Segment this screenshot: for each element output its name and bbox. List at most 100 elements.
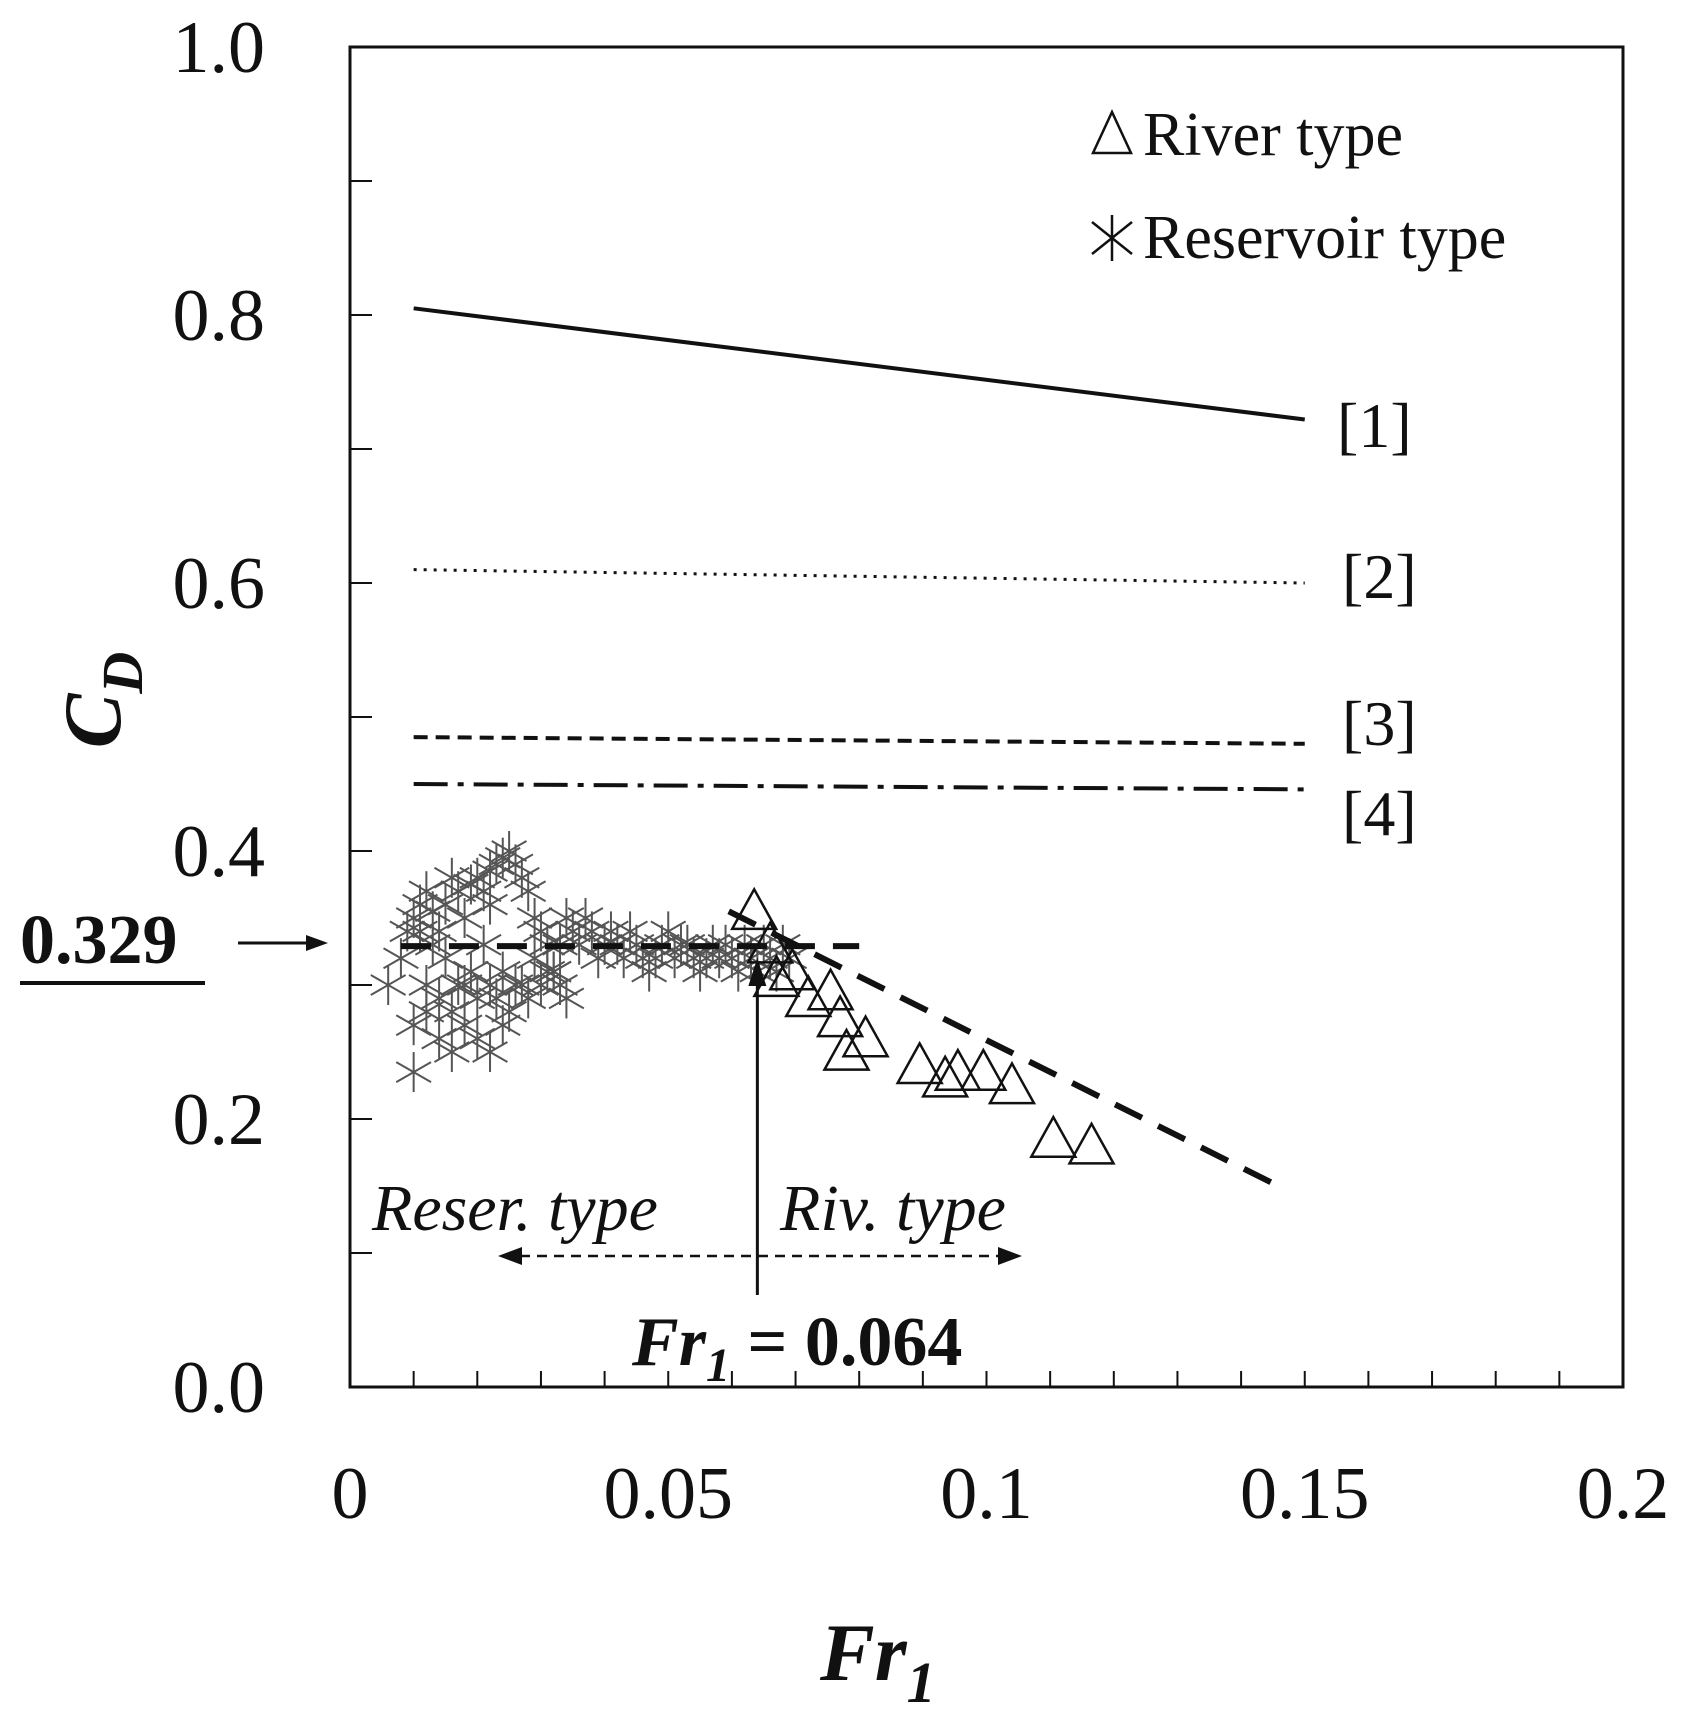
line-label-3: [3]	[1342, 688, 1417, 759]
asterisk-stroke	[548, 907, 585, 929]
asterisk-stroke	[637, 947, 674, 970]
reservoir-point	[414, 924, 451, 965]
asterisk-stroke	[478, 853, 515, 876]
reservoir-point	[497, 965, 534, 1005]
x-axis-title: Fr1	[819, 1607, 936, 1711]
line-3	[413, 735, 1305, 746]
asterisk-stroke	[516, 907, 553, 929]
river-point	[895, 1040, 944, 1085]
reservoir-point	[663, 924, 699, 965]
reservoir-point	[446, 965, 483, 1005]
reservoir-point	[523, 911, 559, 952]
reservoir-point	[535, 951, 572, 992]
reservoir-point	[421, 1018, 458, 1059]
asterisk-stroke	[631, 960, 668, 983]
reservoir-point	[433, 857, 470, 898]
reservoir-region-label: Reser. type	[371, 1172, 658, 1245]
asterisk-stroke	[523, 920, 559, 943]
asterisk-stroke	[446, 1014, 483, 1037]
reservoir-point	[446, 898, 483, 938]
reservoir-point	[523, 965, 559, 1005]
reservoir-point	[433, 991, 470, 1032]
asterisk-stroke	[516, 947, 553, 970]
asterisk-stroke	[427, 893, 464, 916]
reservoir-point	[529, 951, 566, 992]
asterisk-stroke	[542, 974, 578, 996]
river-point	[768, 947, 817, 991]
asterisk-stroke	[682, 960, 718, 983]
reservoir-point	[516, 938, 553, 979]
reservoir-point	[478, 844, 515, 885]
river-point	[1067, 1121, 1116, 1165]
asterisk-stroke	[383, 947, 419, 970]
line-2	[413, 568, 1305, 585]
fit-value-arrow	[238, 935, 328, 951]
legend: River type Reservoir type	[1091, 101, 1506, 272]
asterisk-stroke	[465, 880, 502, 903]
asterisk-stroke	[395, 907, 432, 929]
asterisk-stroke	[510, 987, 547, 1010]
y-axis-title-main: C	[47, 692, 138, 748]
asterisk-stroke	[472, 974, 508, 996]
threshold-fr: Fr	[631, 1304, 707, 1381]
asterisk-stroke	[624, 947, 661, 970]
legend-reservoir-label: Reservoir type	[1143, 204, 1506, 272]
asterisk-stroke	[650, 920, 687, 943]
line-4	[413, 782, 1305, 792]
asterisk-stroke	[573, 920, 610, 943]
reservoir-point	[656, 938, 693, 979]
fit-value-label: 0.329	[20, 902, 178, 979]
reservoir-point	[408, 965, 445, 1005]
reservoir-point	[395, 898, 432, 938]
reservoir-point	[503, 965, 540, 1005]
reservoir-point	[491, 991, 528, 1032]
river-point	[730, 886, 779, 931]
asterisk-stroke	[472, 860, 508, 882]
asterisk-stroke	[688, 947, 725, 970]
asterisk-stroke	[402, 920, 438, 943]
asterisk-stroke	[395, 1061, 432, 1083]
asterisk-stroke	[389, 920, 426, 943]
region-arrows	[498, 1247, 1022, 1265]
reservoir-point	[497, 844, 534, 885]
reservoir-point	[516, 898, 553, 938]
reservoir-point	[395, 1005, 432, 1046]
asterisk-stroke	[491, 840, 528, 862]
reservoir-point	[465, 924, 502, 965]
asterisk-stroke	[453, 960, 489, 983]
asterisk-stroke	[497, 853, 534, 876]
asterisk-stroke	[554, 920, 591, 943]
reservoir-point	[440, 965, 477, 1005]
x-tick-label: 0.15	[1240, 1453, 1370, 1535]
y-tick-label: 0.6	[173, 543, 266, 625]
reservoir-point	[472, 884, 508, 925]
y-axis-title: CD	[47, 652, 155, 749]
reservoir-point	[459, 1018, 496, 1059]
asterisk-stroke	[433, 1000, 470, 1023]
asterisk-stroke	[465, 933, 502, 956]
asterisk-stroke	[503, 866, 540, 889]
asterisk-stroke	[593, 920, 629, 943]
river-fit	[727, 908, 1275, 1187]
reservoir-point	[433, 1032, 470, 1072]
asterisk-stroke	[497, 974, 534, 996]
reservoir-point	[573, 911, 610, 952]
x-axis-title-main: Fr	[819, 1607, 908, 1698]
asterisk-stroke	[427, 947, 464, 970]
asterisk-stroke	[612, 920, 648, 943]
asterisk-stroke	[523, 974, 559, 996]
asterisk-stroke	[370, 974, 407, 996]
reservoir-point	[408, 871, 445, 912]
reservoir-point	[669, 924, 706, 965]
asterisk-stroke	[484, 960, 521, 983]
reservoir-point	[478, 978, 515, 1019]
legend-river-label: River type	[1143, 101, 1403, 169]
reservoir-point	[472, 965, 508, 1005]
river-point	[987, 1060, 1037, 1105]
line-1	[413, 306, 1305, 422]
reservoir-point	[395, 1052, 432, 1093]
river-point	[815, 993, 865, 1038]
river-point	[921, 1054, 970, 1098]
reservoir-point	[561, 924, 598, 965]
